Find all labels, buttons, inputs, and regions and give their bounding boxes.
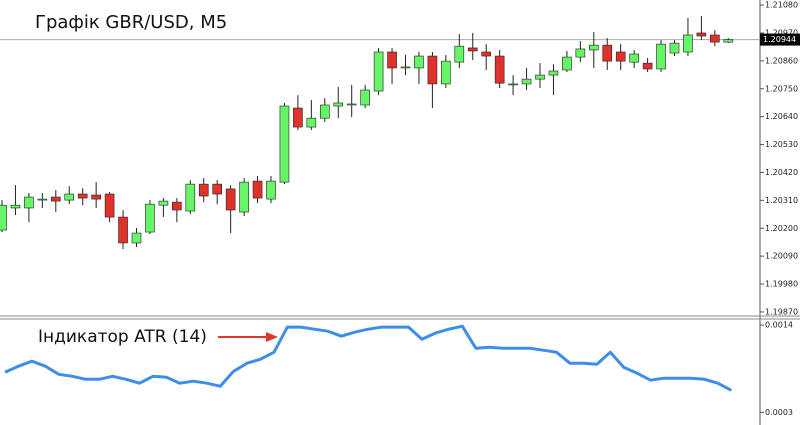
candle-body	[535, 74, 545, 80]
candle-body	[696, 32, 707, 37]
y-tick-label: 1.20530	[765, 140, 798, 149]
candle-body	[373, 51, 384, 92]
candle-body	[212, 183, 222, 195]
y-tick-label: 1.19870	[765, 307, 798, 316]
candle-body	[656, 43, 666, 70]
candle-body	[266, 180, 276, 200]
candle-body	[77, 193, 88, 199]
y-tick-label: 0.0003	[765, 408, 793, 417]
candle-body	[602, 44, 613, 62]
candle-body	[306, 117, 317, 128]
candle-body	[387, 51, 397, 69]
candle-body	[629, 53, 639, 63]
candle-body	[64, 193, 75, 201]
atr-line	[4, 324, 732, 392]
candle-body	[710, 34, 720, 43]
candle-body	[494, 55, 505, 84]
candle-body	[521, 78, 532, 85]
y-tick-label: 1.20970	[765, 28, 798, 37]
y-tick-label: 1.21080	[765, 1, 798, 10]
y-tick-label: 1.20090	[765, 252, 798, 261]
candle-body	[467, 47, 478, 52]
candle-body	[24, 196, 34, 209]
candle-body	[414, 55, 424, 69]
candle-body	[293, 107, 303, 128]
candle-body	[104, 193, 115, 218]
candle-body	[50, 196, 61, 202]
candle-body	[669, 42, 680, 54]
candle-body	[427, 55, 438, 85]
candle-body	[333, 102, 344, 107]
candle-body	[683, 34, 693, 53]
candle-body	[588, 44, 599, 51]
y-tick-label: 1.20420	[765, 168, 798, 177]
candle-body	[723, 39, 734, 43]
candle-body	[239, 181, 249, 213]
candle-body	[279, 105, 290, 183]
last-price-box	[760, 33, 800, 46]
candle-body	[145, 203, 155, 233]
candle-body	[319, 104, 330, 119]
candle-body	[0, 204, 7, 231]
candle-body	[118, 216, 128, 244]
candle-body	[225, 188, 236, 211]
candle-body	[252, 180, 263, 199]
candle-body	[185, 183, 196, 212]
candle-body	[400, 66, 411, 69]
candle-body	[91, 194, 101, 200]
candle-body	[360, 89, 370, 106]
candle-body	[131, 232, 142, 244]
y-tick-label: 1.20200	[765, 224, 798, 233]
candle-body	[37, 198, 48, 201]
indicator-label: Індикатор ATR (14)	[38, 327, 207, 347]
last-price-label: 1.20944	[763, 35, 796, 44]
candle-body	[642, 62, 653, 70]
y-tick-label: 1.20310	[765, 196, 798, 205]
candle-body	[198, 183, 209, 197]
arrow-head	[266, 332, 278, 342]
candle-body	[508, 83, 518, 86]
y-tick-label: 1.19980	[765, 280, 798, 289]
candle-body	[481, 51, 492, 57]
candle-body	[158, 200, 169, 206]
candle-body	[548, 70, 559, 76]
candle-body	[454, 45, 465, 63]
candle-body	[575, 48, 586, 58]
candle-body	[615, 51, 626, 62]
candle-body	[172, 201, 182, 211]
y-tick-label: 1.20640	[765, 112, 798, 121]
candle-body	[441, 60, 451, 85]
candle-body	[346, 103, 357, 106]
y-tick-label: 0.0014	[765, 321, 793, 330]
candle-body	[10, 204, 21, 209]
y-tick-label: 1.20860	[765, 56, 798, 65]
y-tick-label: 1.20750	[765, 84, 798, 93]
candle-body	[562, 56, 572, 71]
chart-title: Графік GBR/USD, M5	[35, 12, 227, 33]
